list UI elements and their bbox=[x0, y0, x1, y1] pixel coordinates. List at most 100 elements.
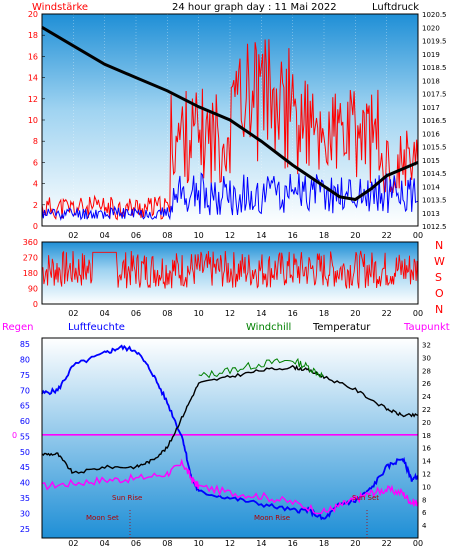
temp-x-tick-label: 16 bbox=[288, 539, 298, 548]
pressure-tick-label: 1015.5 bbox=[422, 144, 447, 152]
wind-tick-label-left: 14 bbox=[28, 74, 38, 83]
temperature-tick-label: 8 bbox=[422, 496, 426, 504]
temperature-tick-label: 26 bbox=[422, 380, 431, 388]
rain-label: Regen bbox=[2, 322, 34, 333]
temperature-tick-label: 10 bbox=[422, 483, 431, 491]
temperature-tick-label: 14 bbox=[422, 458, 431, 466]
direction-x-tick-label: 06 bbox=[131, 309, 141, 318]
wind-average-series bbox=[41, 172, 419, 221]
wind-x-tick-label: 20 bbox=[350, 231, 360, 240]
humidity-tick-label: 75 bbox=[20, 371, 30, 380]
wind-title: Windstärke bbox=[32, 2, 88, 13]
pressure-tick-label: 1019 bbox=[422, 51, 440, 59]
wind-x-tick-label: 22 bbox=[382, 231, 392, 240]
humidity-label: Luftfeuchte bbox=[68, 322, 125, 333]
temperature-label: Temperatur bbox=[312, 322, 371, 333]
temp-x-tick-label: 08 bbox=[162, 539, 172, 548]
direction-x-tick-label: 14 bbox=[256, 309, 266, 318]
pressure-tick-label: 1018 bbox=[422, 77, 440, 85]
wind-tick-label-left: 4 bbox=[33, 180, 38, 189]
temp-x-tick-label: 02 bbox=[68, 539, 78, 548]
temp-x-tick-label: 06 bbox=[131, 539, 141, 548]
wind-x-tick-label: 16 bbox=[288, 231, 298, 240]
wind-x-tick-label: 14 bbox=[256, 231, 266, 240]
temp-x-tick-label: 00 bbox=[413, 539, 423, 548]
wind-tick-label-left: 20 bbox=[28, 10, 38, 19]
humidity-tick-label: 70 bbox=[20, 386, 30, 395]
temperature-tick-label: 16 bbox=[422, 445, 431, 453]
humidity-tick-label: 30 bbox=[20, 509, 30, 518]
humidity-tick-label: 65 bbox=[20, 402, 30, 411]
humidity-tick-label: 55 bbox=[20, 432, 30, 441]
compass-label-w: W bbox=[434, 255, 445, 268]
humidity-tick-label: 25 bbox=[20, 525, 30, 534]
direction-tick-label: 270 bbox=[23, 254, 38, 263]
temperature-tick-label: 6 bbox=[422, 509, 427, 517]
pressure-tick-label: 1017.5 bbox=[422, 91, 447, 99]
temperature-tick-label: 18 bbox=[422, 432, 431, 440]
wind-x-tick-label: 02 bbox=[68, 231, 78, 240]
moon-set-annotation: Moon Set bbox=[86, 514, 119, 522]
pressure-tick-label: 1013.5 bbox=[422, 197, 447, 205]
direction-tick-label: 90 bbox=[28, 285, 38, 294]
wind-tick-label-left: 0 bbox=[33, 222, 38, 231]
rain-tick-label: 0 bbox=[12, 431, 17, 440]
compass-label-s: S bbox=[435, 271, 442, 284]
compass-label-n-top: N bbox=[435, 239, 443, 252]
wind-x-tick-label: 04 bbox=[100, 231, 110, 240]
temperature-tick-label: 24 bbox=[422, 393, 431, 401]
humidity-tick-label: 50 bbox=[20, 448, 30, 457]
temp-x-tick-label: 12 bbox=[225, 539, 235, 548]
wind-gust-series bbox=[41, 39, 419, 221]
wind-x-tick-label: 18 bbox=[319, 231, 329, 240]
pressure-tick-label: 1020 bbox=[422, 24, 440, 32]
direction-tick-label: 180 bbox=[23, 269, 38, 278]
humidity-tick-label: 85 bbox=[20, 340, 30, 349]
pressure-tick-label: 1017 bbox=[422, 104, 440, 112]
wind-direction-series bbox=[41, 250, 419, 289]
temperature-tick-label: 28 bbox=[422, 367, 431, 375]
temperature-series bbox=[41, 364, 419, 474]
temp-x-tick-label: 10 bbox=[194, 539, 204, 548]
temp-x-tick-label: 22 bbox=[382, 539, 392, 548]
direction-x-tick-label: 20 bbox=[350, 309, 360, 318]
direction-panel-background bbox=[42, 242, 418, 304]
direction-x-tick-label: 12 bbox=[225, 309, 235, 318]
temperature-tick-label: 30 bbox=[422, 354, 431, 362]
humidity-tick-label: 80 bbox=[20, 356, 30, 365]
pressure-tick-label: 1018.5 bbox=[422, 64, 447, 72]
humidity-tick-label: 45 bbox=[20, 463, 30, 472]
direction-x-tick-label: 22 bbox=[382, 309, 392, 318]
direction-tick-label: 0 bbox=[33, 300, 38, 309]
windchill-series bbox=[198, 357, 325, 379]
compass-label-o: O bbox=[435, 287, 444, 300]
direction-x-tick-label: 10 bbox=[194, 309, 204, 318]
direction-x-tick-label: 00 bbox=[413, 309, 423, 318]
pressure-tick-label: 1019.5 bbox=[422, 38, 447, 46]
pressure-tick-label: 1012.5 bbox=[422, 223, 447, 231]
wind-tick-label-left: 18 bbox=[28, 31, 38, 40]
wind-x-tick-label: 00 bbox=[413, 231, 423, 240]
temperature-tick-label: 4 bbox=[422, 522, 427, 530]
moon-rise-annotation: Moon Rise bbox=[254, 514, 290, 522]
humidity-tick-label: 35 bbox=[20, 494, 30, 503]
temp-panel-border bbox=[41, 337, 419, 539]
pressure-title: Luftdruck bbox=[372, 2, 419, 13]
direction-x-tick-label: 04 bbox=[100, 309, 110, 318]
pressure-series bbox=[41, 26, 419, 202]
direction-x-tick-label: 02 bbox=[68, 309, 78, 318]
temp-panel-background bbox=[42, 338, 418, 538]
pressure-tick-label: 1013 bbox=[422, 210, 440, 218]
wind-x-tick-label: 08 bbox=[162, 231, 172, 240]
pressure-tick-label: 1016 bbox=[422, 130, 440, 138]
pressure-tick-label: 1015 bbox=[422, 157, 440, 165]
direction-x-tick-label: 16 bbox=[288, 309, 298, 318]
wind-tick-label-left: 16 bbox=[28, 52, 38, 61]
temperature-tick-label: 20 bbox=[422, 419, 431, 427]
wind-tick-label-left: 12 bbox=[28, 95, 38, 104]
wind-x-tick-label: 10 bbox=[194, 231, 204, 240]
compass-label-n-bottom: N bbox=[435, 303, 443, 316]
direction-panel-border bbox=[41, 241, 419, 305]
wind-tick-label-left: 2 bbox=[33, 201, 38, 210]
